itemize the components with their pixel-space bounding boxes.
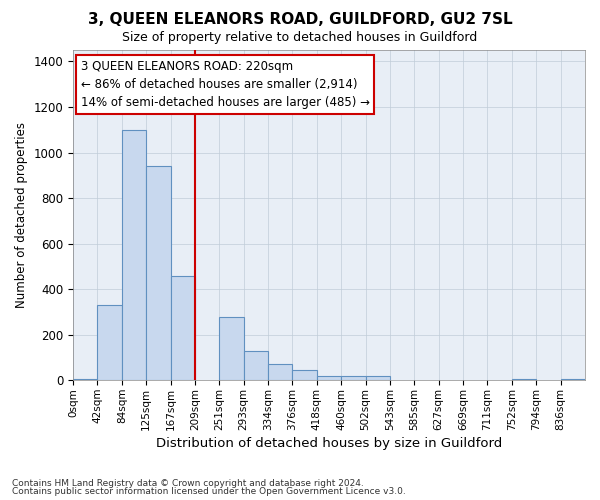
Bar bbox=[268, 364, 292, 380]
Bar bbox=[122, 130, 146, 380]
Bar bbox=[512, 379, 536, 380]
Text: Size of property relative to detached houses in Guildford: Size of property relative to detached ho… bbox=[122, 31, 478, 44]
Bar bbox=[365, 376, 390, 380]
Bar bbox=[73, 379, 97, 380]
Bar bbox=[292, 370, 317, 380]
Text: Contains public sector information licensed under the Open Government Licence v3: Contains public sector information licen… bbox=[12, 487, 406, 496]
Text: 3, QUEEN ELEANORS ROAD, GUILDFORD, GU2 7SL: 3, QUEEN ELEANORS ROAD, GUILDFORD, GU2 7… bbox=[88, 12, 512, 28]
Bar bbox=[317, 376, 341, 380]
Bar bbox=[341, 376, 365, 380]
X-axis label: Distribution of detached houses by size in Guildford: Distribution of detached houses by size … bbox=[156, 437, 502, 450]
Y-axis label: Number of detached properties: Number of detached properties bbox=[15, 122, 28, 308]
Bar bbox=[170, 276, 195, 380]
Bar bbox=[560, 379, 585, 380]
Bar bbox=[220, 316, 244, 380]
Bar bbox=[244, 350, 268, 380]
Text: Contains HM Land Registry data © Crown copyright and database right 2024.: Contains HM Land Registry data © Crown c… bbox=[12, 478, 364, 488]
Bar bbox=[146, 166, 170, 380]
Bar bbox=[97, 305, 122, 380]
Text: 3 QUEEN ELEANORS ROAD: 220sqm
← 86% of detached houses are smaller (2,914)
14% o: 3 QUEEN ELEANORS ROAD: 220sqm ← 86% of d… bbox=[81, 60, 370, 109]
